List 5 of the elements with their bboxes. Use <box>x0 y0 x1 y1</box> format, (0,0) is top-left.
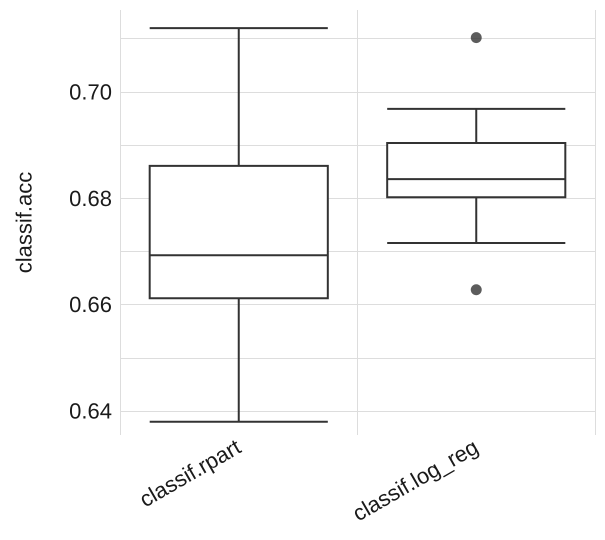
y-tick-label: 0.66 <box>69 292 112 318</box>
y-tick-label: 0.70 <box>69 79 112 104</box>
y-tick-label: 0.68 <box>69 186 112 211</box>
y-tick-label: 0.64 <box>69 398 112 424</box>
y-axis-title: classif.acc <box>12 172 36 274</box>
